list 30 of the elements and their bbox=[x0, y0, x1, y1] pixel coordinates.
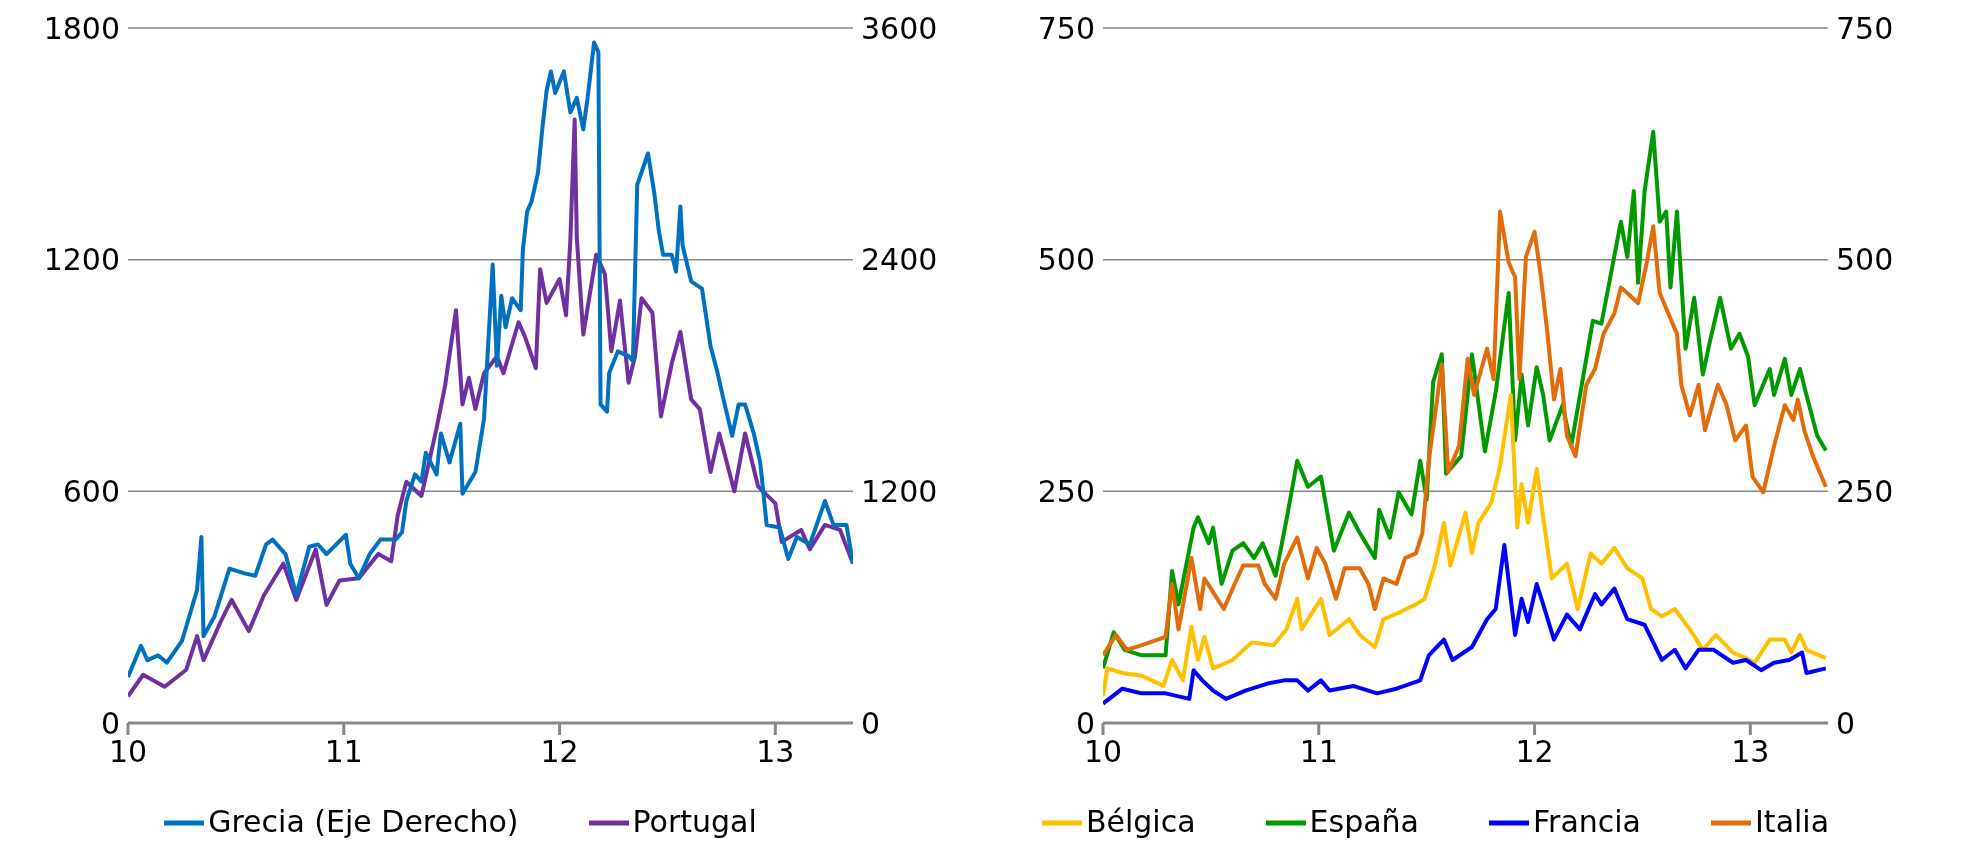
line-series bbox=[1103, 392, 1828, 699]
line-series bbox=[1103, 209, 1828, 658]
legend-label: Italia bbox=[1755, 803, 1830, 839]
x-tick-label: 13 bbox=[756, 734, 795, 770]
legend-label: Grecia (Eje Derecho) bbox=[208, 803, 519, 839]
x-tick-label: 12 bbox=[540, 734, 579, 770]
y-tick-label: 600 bbox=[62, 473, 120, 509]
y2-tick-label: 3600 bbox=[861, 10, 938, 46]
legend-label: Portugal bbox=[632, 803, 757, 839]
y-tick-label: 250 bbox=[1037, 473, 1095, 509]
legend-label: Bélgica bbox=[1085, 803, 1196, 839]
x-tick-label: 11 bbox=[324, 734, 363, 770]
y2-tick-label: 0 bbox=[861, 705, 881, 741]
y2-tick-label: 0 bbox=[1836, 705, 1856, 741]
legend-label: España bbox=[1309, 803, 1419, 839]
legend-label: Francia bbox=[1532, 803, 1642, 839]
y2-tick-label: 2400 bbox=[861, 242, 938, 278]
y2-tick-label: 750 bbox=[1836, 10, 1894, 46]
line-series bbox=[1103, 543, 1828, 706]
y2-tick-label: 250 bbox=[1836, 473, 1894, 509]
y-tick-label: 1800 bbox=[43, 10, 120, 46]
line-series bbox=[1103, 129, 1828, 671]
x-tick-label: 12 bbox=[1515, 734, 1554, 770]
y-tick-label: 500 bbox=[1037, 242, 1095, 278]
x-tick-label: 13 bbox=[1731, 734, 1770, 770]
y-tick-label: 1200 bbox=[43, 242, 120, 278]
y2-tick-label: 1200 bbox=[861, 473, 938, 509]
y2-tick-label: 500 bbox=[1836, 242, 1894, 278]
x-tick-label: 11 bbox=[1299, 734, 1338, 770]
y-tick-label: 750 bbox=[1037, 10, 1095, 46]
